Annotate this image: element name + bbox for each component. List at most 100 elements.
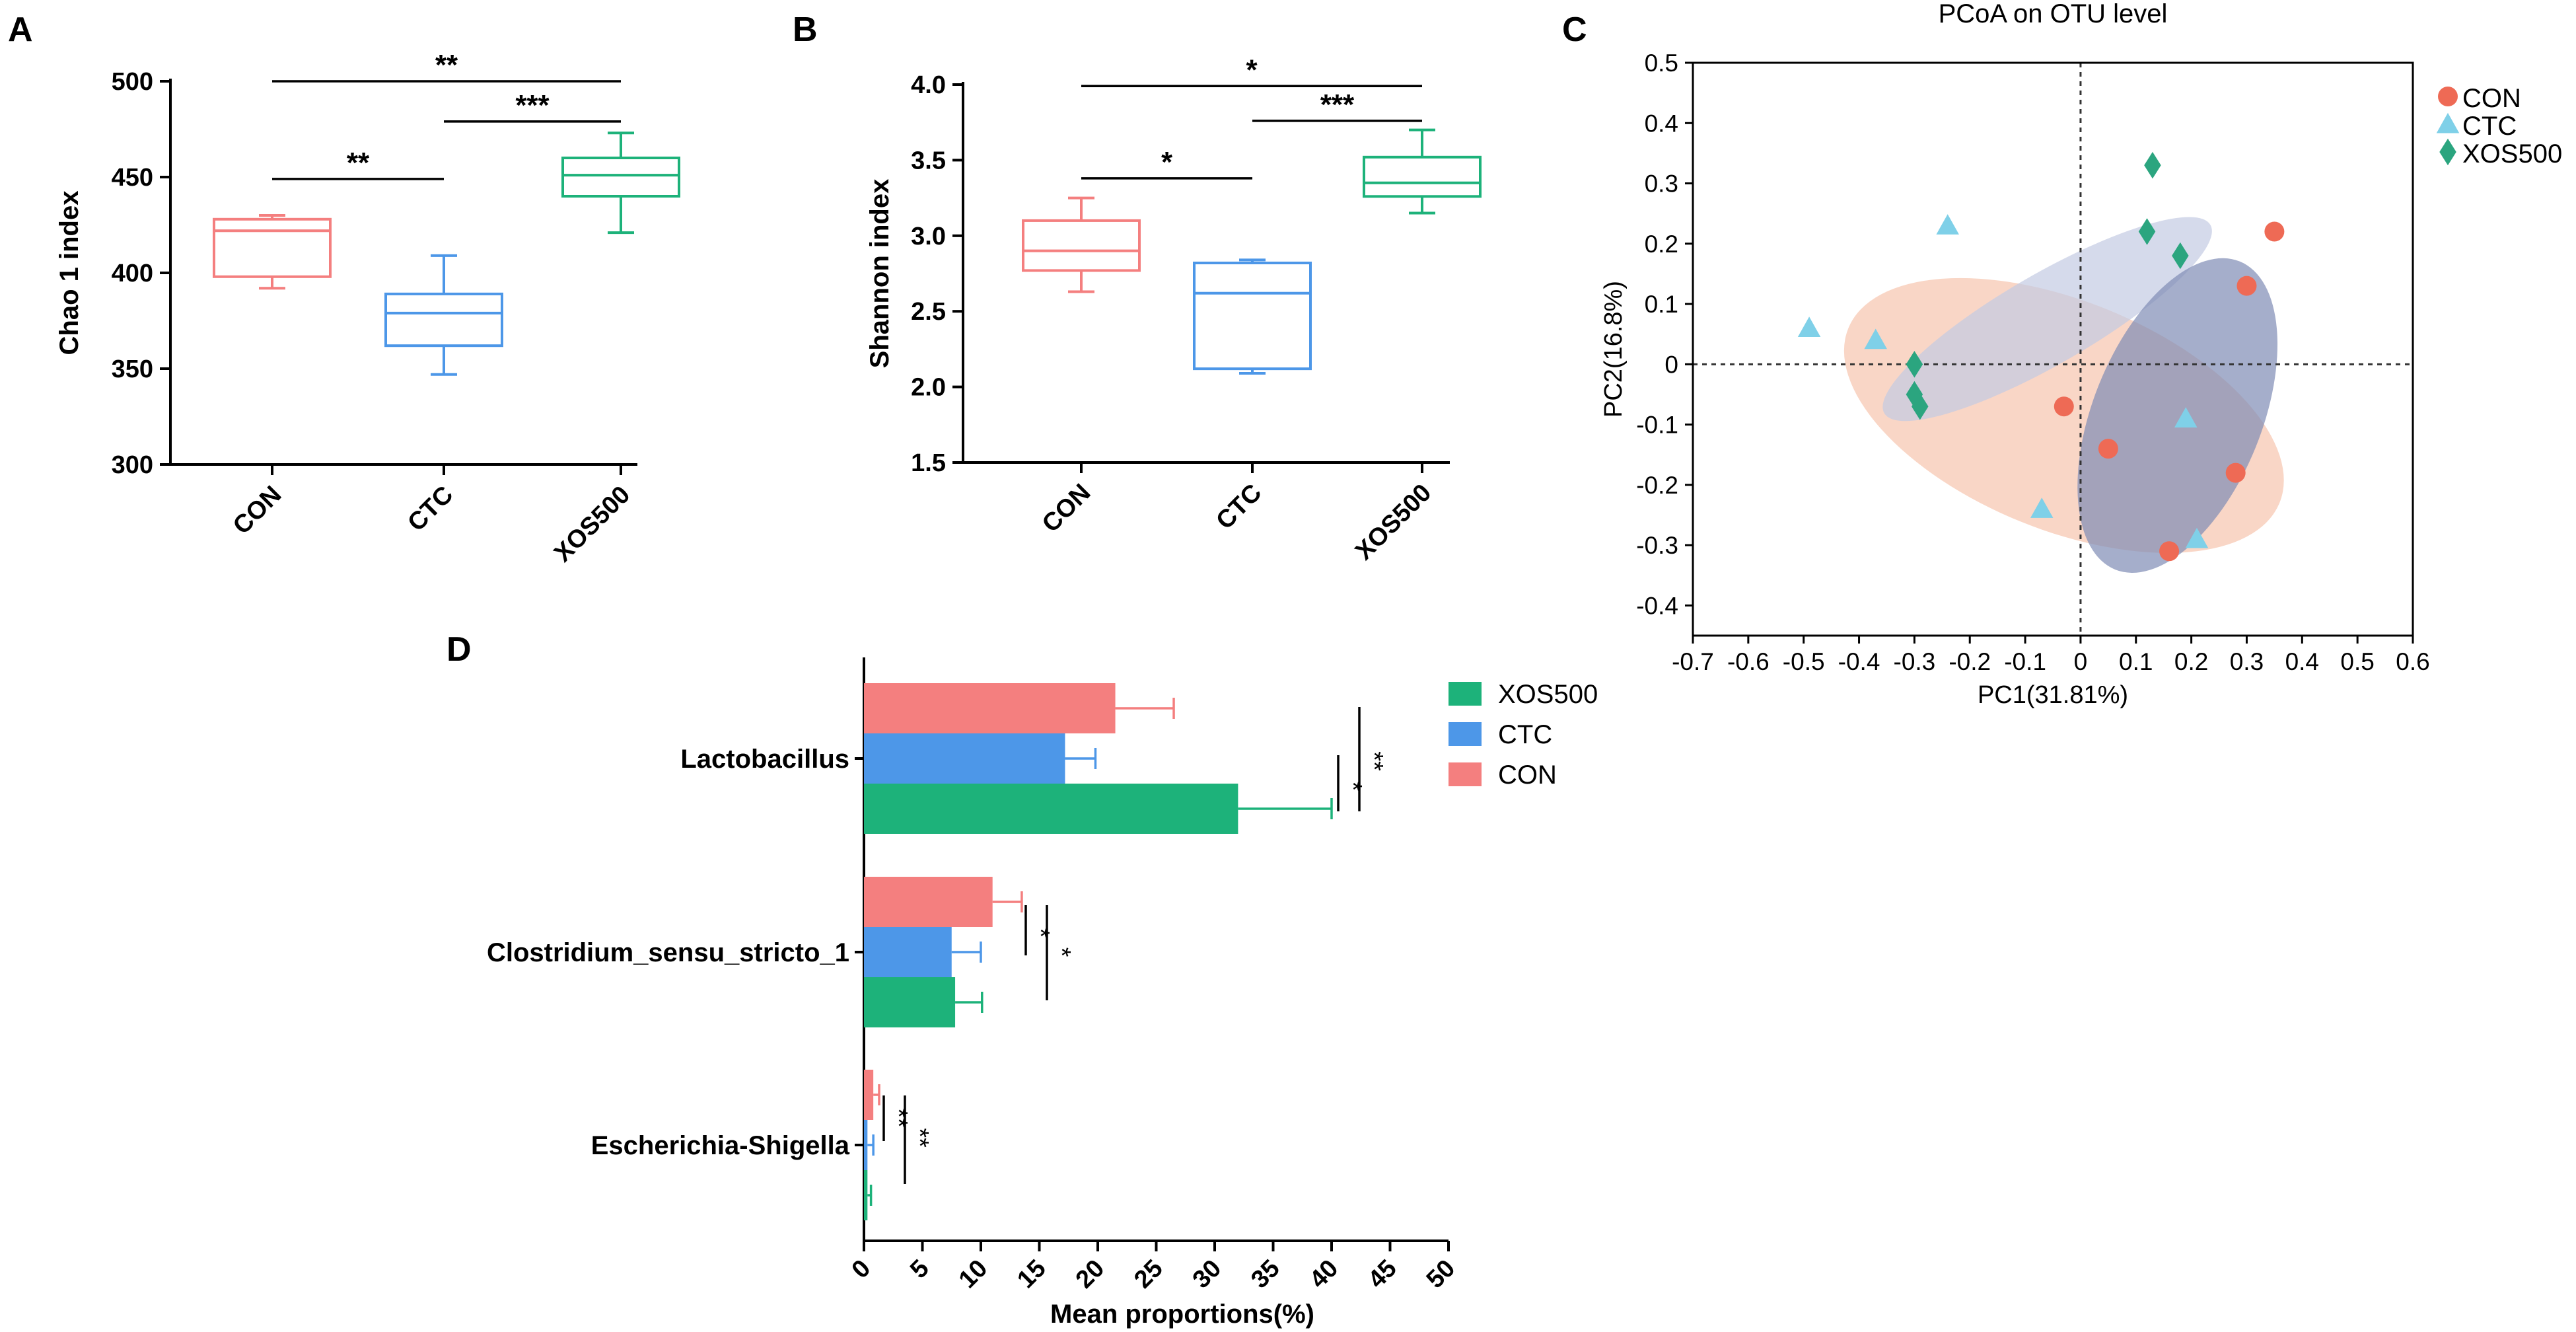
- ellipse-xos500: [2077, 258, 2278, 573]
- y-tick-label: 450: [112, 164, 153, 192]
- x-tick-label: 35: [1246, 1255, 1285, 1294]
- y-tick-label: -0.2: [1636, 472, 1678, 499]
- y-tick-label: 3.0: [911, 223, 946, 250]
- panel-letter: A: [8, 11, 33, 49]
- x-tick-label: XOS500: [549, 481, 635, 568]
- x-tick-label: -0.1: [2004, 648, 2046, 675]
- x-tick-label: XOS500: [1350, 479, 1437, 566]
- x-tick-label: 0.6: [2396, 648, 2429, 675]
- box-xos500: [561, 131, 680, 235]
- box-con: [1022, 196, 1141, 293]
- significance-label: *: [1339, 782, 1367, 792]
- x-tick-label: 0: [2074, 648, 2088, 675]
- box-iqr: [384, 292, 503, 348]
- x-tick-label: 10: [954, 1255, 993, 1294]
- y-tick-label: -0.4: [1636, 592, 1678, 619]
- y-tick-label: 1.5: [911, 449, 946, 477]
- y-axis-label: Chao 1 index: [55, 191, 84, 355]
- box-iqr: [1363, 155, 1482, 198]
- significance-label: **: [906, 1128, 933, 1148]
- point-con: [2236, 276, 2257, 296]
- y-tick-label: 0.1: [1645, 291, 1678, 318]
- x-tick-label: 0.5: [2340, 648, 2374, 675]
- y-tick-label: 4.0: [911, 71, 946, 99]
- bar-ctc: [864, 733, 1065, 784]
- plot-frame: [1692, 61, 2414, 637]
- y-tick-label: 0.4: [1645, 110, 1678, 137]
- legend-label-con: CON: [1498, 760, 1557, 790]
- point-con: [2264, 221, 2285, 242]
- y-tick-label: 0.2: [1645, 231, 1678, 258]
- panel-letter: C: [1562, 11, 1587, 49]
- bar-xos500: [864, 977, 956, 1027]
- y-tick-label: 350: [112, 355, 153, 383]
- legend-swatch-xos500: [1449, 682, 1482, 706]
- box-ctc: [1193, 258, 1312, 375]
- y-tick-label: -0.3: [1636, 532, 1678, 559]
- significance-label: ***: [1320, 89, 1355, 121]
- box-iqr: [213, 217, 332, 278]
- box-con: [213, 214, 332, 290]
- x-tick-label: -0.2: [1949, 648, 1991, 675]
- significance-label: *: [1246, 54, 1258, 86]
- box-iqr: [561, 157, 680, 198]
- bar-ctc: [864, 927, 952, 977]
- legend-label-xos500: XOS500: [2462, 139, 2562, 168]
- y-axis-label: PC2(16.8%): [1600, 281, 1628, 418]
- point-ctc: [2030, 498, 2054, 518]
- x-tick-label: -0.6: [1727, 648, 1770, 675]
- point-con: [2098, 439, 2118, 459]
- x-tick-label: -0.4: [1838, 648, 1880, 675]
- legend-label-xos500: XOS500: [1498, 680, 1598, 709]
- panel-a-chao1-boxplot: A 300 350 400 450 500 Chao 1 index CON CTC XOS500…: [8, 11, 680, 568]
- significance-label: **: [435, 49, 458, 81]
- bar-group-xos500: [864, 1170, 873, 1220]
- y-tick-label: -0.1: [1636, 412, 1678, 439]
- panel-letter: B: [793, 11, 818, 49]
- x-tick-label: 0.3: [2230, 648, 2264, 675]
- legend-marker-xos500: [2439, 138, 2456, 166]
- y-tick-label: 300: [112, 451, 153, 479]
- legend-label-ctc: CTC: [1498, 720, 1552, 749]
- x-tick-label: -0.5: [1783, 648, 1825, 675]
- x-tick-label: 0.2: [2174, 648, 2208, 675]
- significance-label: ***: [515, 89, 550, 122]
- legend-marker-con: [2438, 87, 2458, 106]
- x-tick-label: 50: [1421, 1255, 1461, 1294]
- x-tick-label: CTC: [402, 481, 458, 537]
- x-tick-label: CON: [228, 481, 287, 540]
- x-tick-label: -0.3: [1894, 648, 1936, 675]
- x-tick-label: 0.4: [2285, 648, 2319, 675]
- legend: XOS500 CTC CON: [1449, 680, 1598, 790]
- panel-d-mean-proportions-bar: D 0 5 10 15 20 25 30 35 40 45 50 Mean proportions(%)…: [447, 630, 1598, 1329]
- y-tick-label: 0: [1664, 351, 1678, 378]
- bar-xos500: [864, 1170, 868, 1220]
- bar-group-con: [864, 1070, 880, 1120]
- significance-label: **: [347, 147, 370, 179]
- x-tick-label: 15: [1012, 1255, 1052, 1294]
- box-ctc: [384, 254, 503, 376]
- bar-group-ctc: [864, 733, 1097, 784]
- category-label: Escherichia-Shigella: [591, 1131, 850, 1160]
- x-tick-label: 45: [1363, 1255, 1402, 1294]
- significance-label: *: [1026, 928, 1054, 938]
- y-tick-label: 2.0: [911, 374, 946, 402]
- x-tick-label: CON: [1037, 479, 1096, 538]
- x-tick-label: 25: [1129, 1255, 1168, 1294]
- significance-label: *: [1048, 947, 1075, 957]
- bar-con: [864, 1070, 874, 1120]
- point-ctc: [1797, 316, 1821, 338]
- legend-label-ctc: CTC: [2462, 112, 2517, 141]
- legend-label-con: CON: [2462, 84, 2521, 113]
- x-tick-label: 5: [905, 1255, 935, 1284]
- y-axis-label: Shannon index: [865, 179, 894, 369]
- panel-c-pcoa-scatter: C PCoA on OTU level -0.7 -0.6 -0.5 -0.4 -0.3 -0…: [1562, 0, 2562, 709]
- x-axis-label: Mean proportions(%): [1050, 1300, 1314, 1329]
- bar-xos500: [864, 784, 1238, 834]
- x-tick-label: 30: [1188, 1255, 1227, 1294]
- y-tick-label: 3.5: [911, 147, 946, 174]
- point-xos500: [1906, 351, 1923, 378]
- significance-label: **: [884, 1108, 912, 1128]
- box-xos500: [1363, 128, 1482, 215]
